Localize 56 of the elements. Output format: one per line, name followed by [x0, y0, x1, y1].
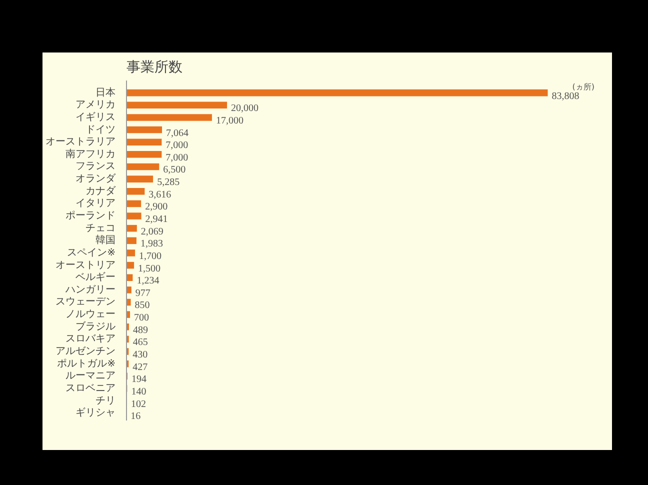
- y-tick-label: スロバキア: [66, 334, 116, 345]
- y-tick-label: スウェーデン: [56, 296, 116, 308]
- y-tick-label: ルーマニア: [66, 370, 116, 382]
- y-tick-label: スロベニア: [66, 382, 116, 394]
- y-tick-label: ブラジル: [76, 320, 116, 332]
- y-tick-label: ドイツ: [86, 124, 116, 136]
- data-label: 2,941: [145, 214, 168, 226]
- data-label: 430: [132, 350, 148, 361]
- y-tick-label: アメリカ: [76, 100, 116, 111]
- data-label: 977: [135, 288, 150, 299]
- data-label: 700: [134, 312, 150, 324]
- data-label: 83,808: [552, 90, 580, 102]
- data-label: 102: [131, 398, 146, 410]
- data-label: 16: [130, 411, 141, 422]
- data-label: 489: [132, 324, 148, 336]
- y-tick-label: オーストリア: [56, 260, 116, 271]
- data-label: 6,500: [163, 164, 186, 176]
- data-label: 3,616: [148, 189, 172, 200]
- data-label: 20,000: [231, 103, 259, 114]
- data-label: 7,064: [166, 128, 189, 139]
- data-label: 1,700: [139, 250, 162, 262]
- data-label: 194: [131, 374, 146, 386]
- data-label: 427: [132, 362, 148, 373]
- data-label: 17,000: [216, 115, 244, 126]
- y-tick-label: オランダ: [76, 172, 116, 185]
- data-label: 7,000: [166, 140, 188, 152]
- y-tick-label: ハンガリー: [64, 284, 116, 296]
- chart-title: 事業所数: [126, 60, 182, 76]
- data-label: 7,000: [166, 152, 188, 164]
- y-tick-label: スペイン※: [67, 247, 116, 258]
- y-tick-label: オーストラリア: [46, 136, 116, 148]
- y-tick-label: ノルウェー: [66, 309, 116, 320]
- text: (ヵ所): [572, 82, 595, 92]
- y-tick-label: チェコ: [86, 222, 116, 234]
- data-label: 5,285: [157, 177, 180, 188]
- y-tick-label: イタリア: [76, 198, 116, 210]
- data-label: 1,500: [138, 263, 161, 274]
- data-label: 1,983: [140, 238, 163, 250]
- data-label: 2,900: [145, 202, 168, 213]
- data-label: 2,069: [140, 226, 164, 238]
- data-label: 140: [131, 386, 146, 398]
- data-label: 850: [134, 300, 150, 312]
- data-label: 465: [132, 337, 148, 348]
- y-tick-label: イギリス: [76, 110, 116, 123]
- y-tick-label: ギリシャ: [76, 406, 116, 419]
- y-tick-label: 日本: [96, 86, 116, 98]
- y-tick-label: ポーランド: [66, 210, 116, 222]
- y-tick-label: ベルギー: [76, 271, 116, 284]
- y-tick-label: ポルトガル※: [57, 358, 116, 370]
- y-tick-label: 韓国: [96, 234, 116, 246]
- y-tick-label: カナダ: [86, 184, 116, 197]
- data-label: 1,234: [136, 276, 160, 287]
- y-tick-label: アルゼンチン: [56, 346, 116, 358]
- y-tick-label: チリ: [96, 395, 116, 406]
- y-tick-label: フランス: [76, 161, 116, 172]
- y-tick-label: 南アフリカ: [66, 148, 116, 160]
